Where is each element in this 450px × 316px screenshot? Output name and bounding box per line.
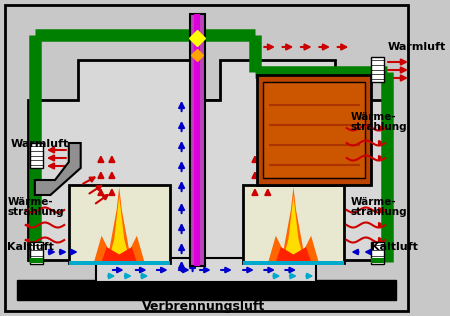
Text: Verbrennungsluft: Verbrennungsluft [142,300,266,313]
Bar [69,261,170,265]
Polygon shape [27,60,220,260]
Text: Kaltluft: Kaltluft [7,242,54,252]
Polygon shape [102,247,137,262]
Text: strahlung: strahlung [350,122,407,132]
Text: Warmluft: Warmluft [11,139,69,149]
Bar [190,14,204,266]
Bar [371,258,384,263]
Text: Wärme-: Wärme- [7,197,53,207]
Bar [69,185,170,263]
Text: Wärme-: Wärme- [350,197,396,207]
Text: strahlung: strahlung [350,207,407,217]
Polygon shape [193,60,385,260]
Bar [30,242,43,264]
Bar [17,280,396,300]
Text: Kaltluft: Kaltluft [371,242,419,252]
Polygon shape [268,187,319,262]
Bar [263,82,365,178]
Bar [243,261,344,265]
Bar [30,143,43,168]
Polygon shape [35,143,81,195]
Bar [257,75,371,185]
Bar [96,258,316,282]
Polygon shape [108,196,130,262]
Polygon shape [94,187,144,262]
Text: strahlung: strahlung [7,207,64,217]
Text: Warmluft: Warmluft [388,42,446,52]
Bar [30,258,43,263]
Polygon shape [282,196,305,262]
Polygon shape [276,247,311,262]
Bar [371,57,384,82]
Bar [194,14,200,266]
Bar [243,185,344,263]
Bar [371,242,384,264]
Text: Wärme-: Wärme- [350,112,396,122]
